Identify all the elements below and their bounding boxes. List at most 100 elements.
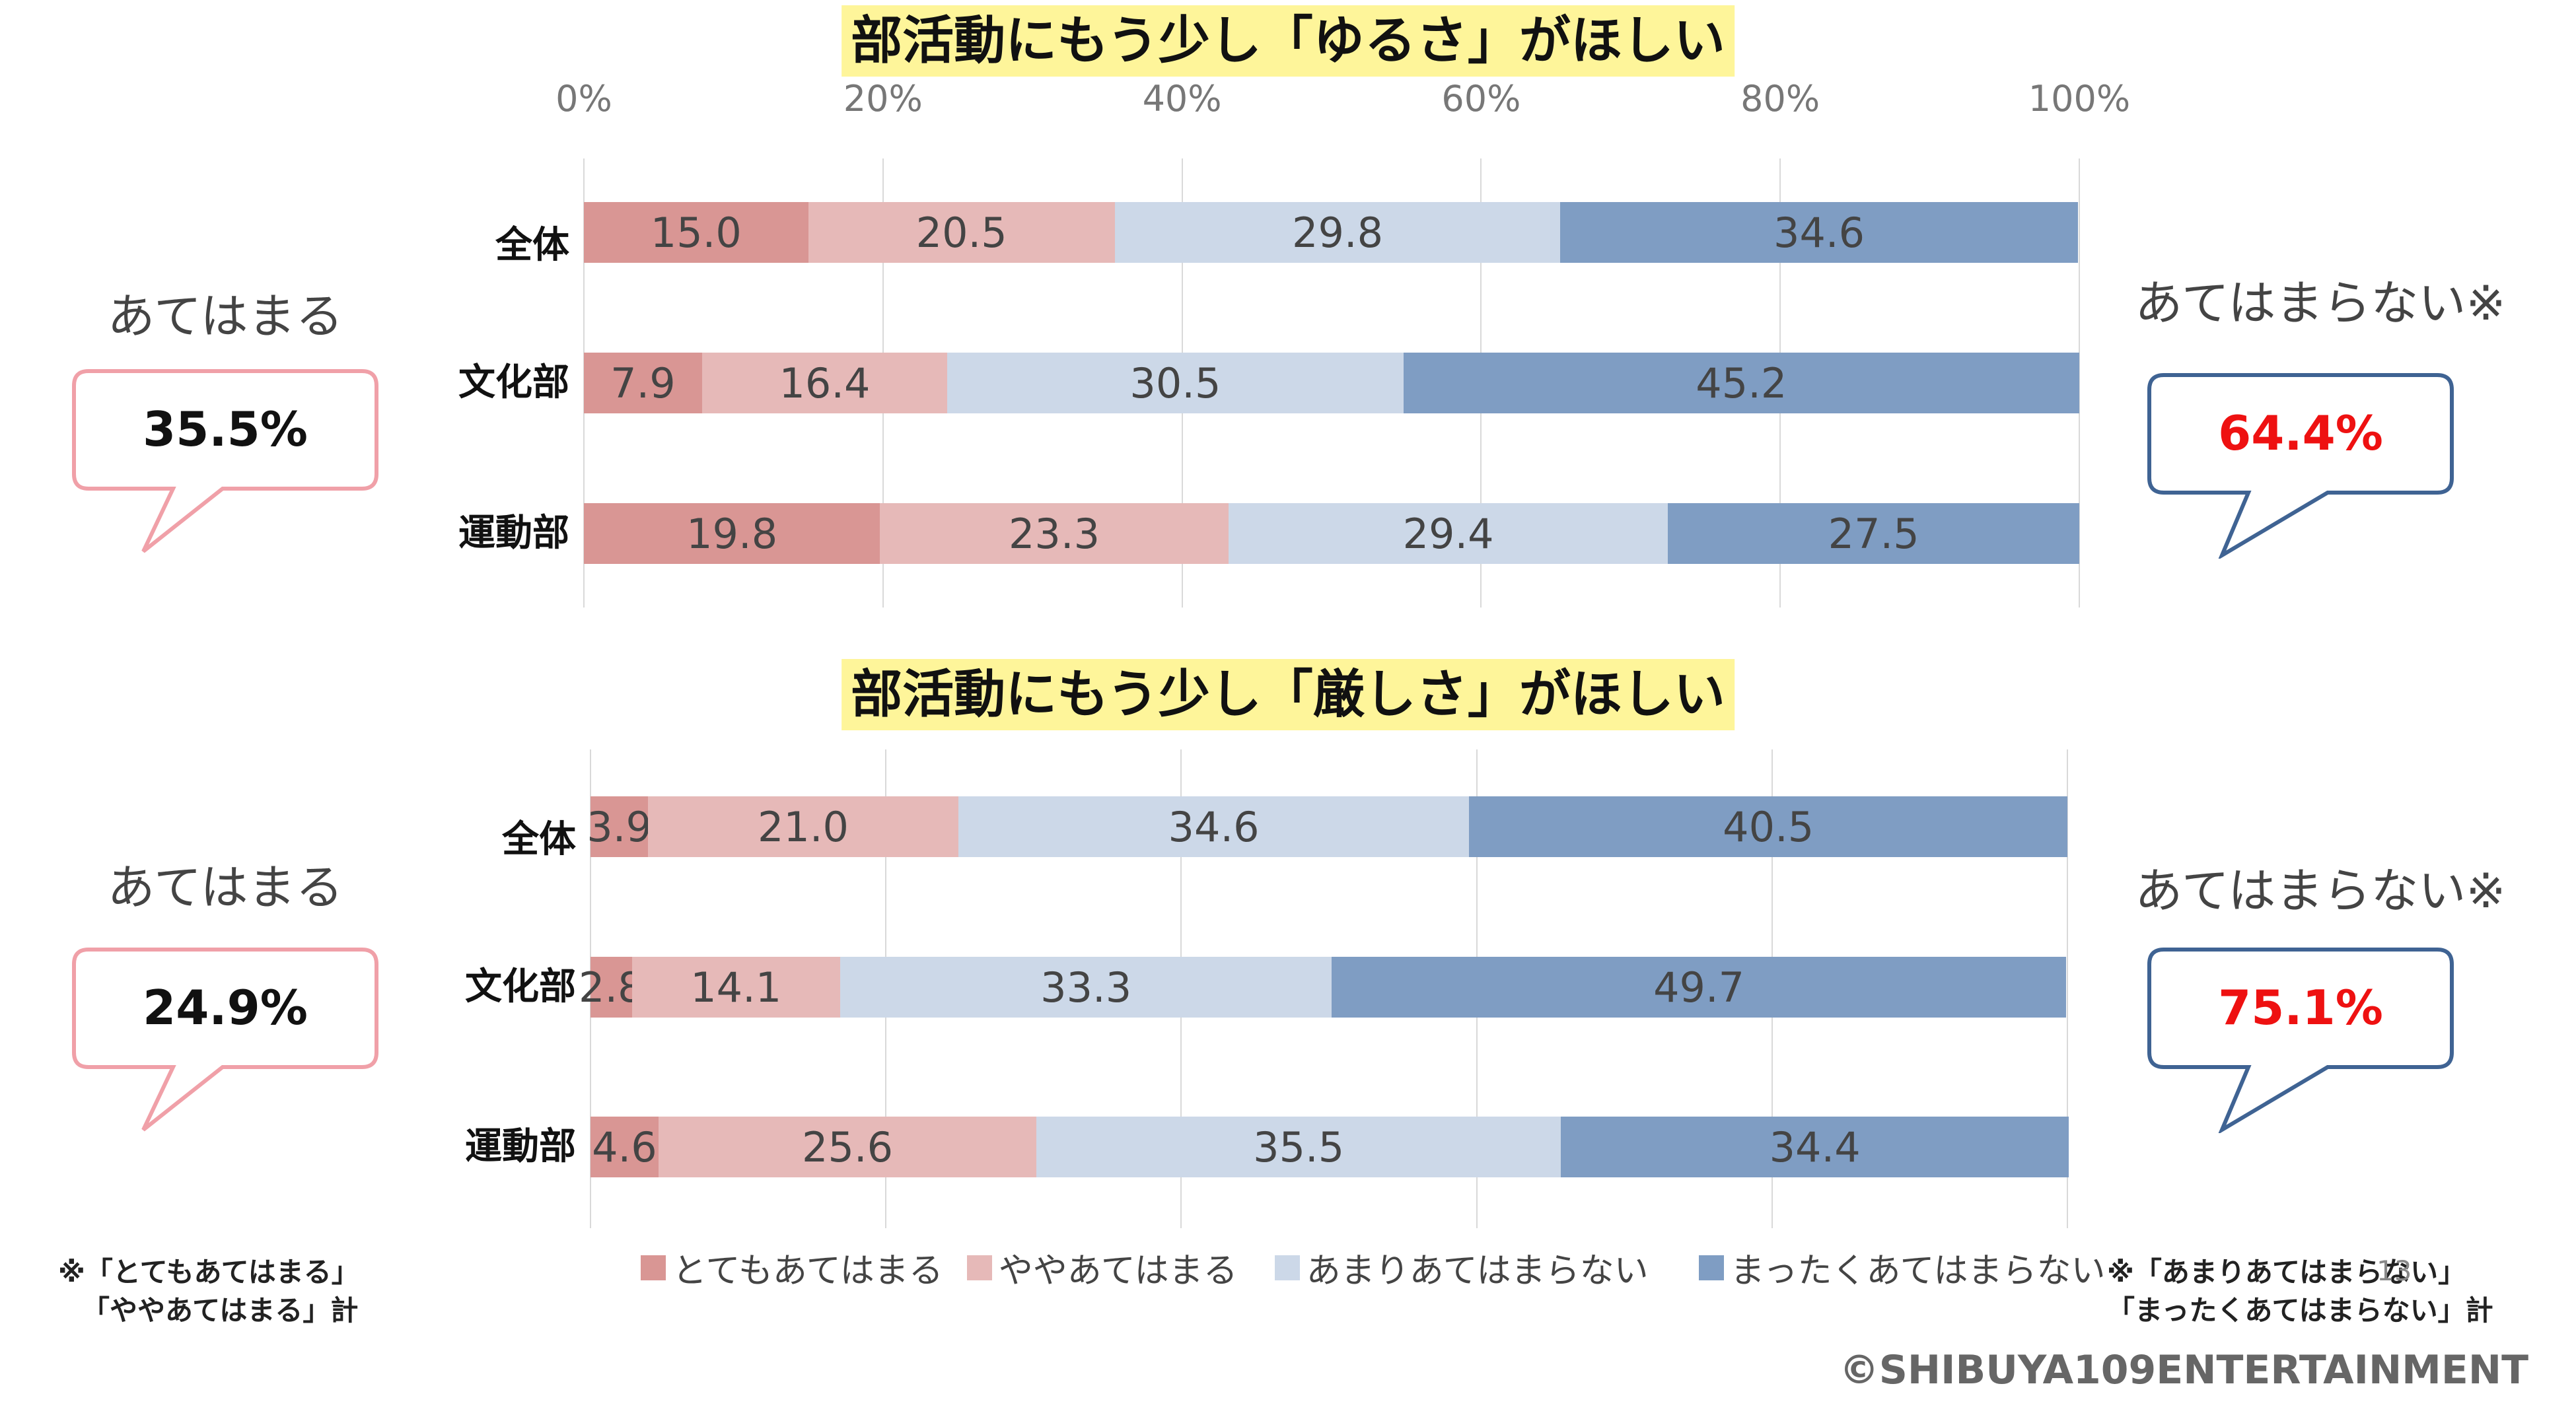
chart1-bar-very: 15.0: [584, 202, 808, 263]
chart1-tick-label: 80%: [1740, 78, 1820, 120]
chart2-bar-not-at-all: 40.5: [1469, 796, 2067, 857]
legend-label-somewhat: ややあてはまる: [998, 1251, 1238, 1291]
note-right: ※「あまりあてはまらない」 「まったくあてはまらない」計: [2107, 1253, 2493, 1330]
legend-swatch-not-much: [1274, 1255, 1300, 1280]
chart1-agree-label: あてはまる: [107, 289, 343, 344]
note-right-line1: ※「あまりあてはまらない」: [2107, 1256, 2466, 1288]
chart2-data-label: 14.1: [690, 963, 782, 1012]
chart1-data-label: 19.8: [686, 509, 778, 558]
chart2-agree-bubble: [72, 948, 378, 1132]
chart2-data-label: 3.9: [587, 802, 652, 851]
chart1-bar-not-at-all: 45.2: [1403, 353, 2079, 413]
chart1-data-label: 16.4: [779, 359, 871, 407]
page-number: 13: [2377, 1255, 2412, 1287]
chart2-bar-somewhat: 14.1: [631, 957, 840, 1018]
legend-item-not-at-all: まったくあてはまらない: [1698, 1243, 2106, 1292]
chart1-bar-not-much: 29.4: [1228, 503, 1668, 564]
chart2-agree-label: あてはまる: [107, 860, 343, 915]
legend-label-not-much: あまりあてはまらない: [1306, 1251, 1649, 1291]
chart1-data-label: 34.6: [1773, 208, 1865, 257]
chart1-agree-bubble-shape: [72, 369, 378, 553]
chart2-bar-very: 4.6: [590, 1117, 659, 1177]
chart1-data-label: 23.3: [1008, 509, 1100, 558]
chart2-data-label: 35.5: [1253, 1123, 1345, 1171]
chart2-bar-somewhat: 21.0: [648, 796, 958, 857]
legend-label-very: とてもあてはまる: [672, 1251, 943, 1291]
chart2-title: 部活動にもう少し「厳しさ」がほしい: [841, 659, 1735, 730]
chart2-bar-very: 2.8: [579, 957, 644, 1018]
chart1-bar-not-at-all: 27.5: [1668, 503, 2079, 564]
chart2-agree-bubble-shape: [72, 948, 378, 1132]
chart-yurusa: 部活動にもう少し「ゆるさ」がほしい 0% 20% 40% 60% 80% 100% 全体 15.…: [0, 0, 2576, 654]
chart1-gridline: [2079, 158, 2080, 607]
chart2-data-label: 49.7: [1653, 963, 1745, 1012]
legend-swatch-somewhat: [966, 1255, 992, 1280]
legend-swatch-not-at-all: [1698, 1255, 1724, 1280]
chart1-data-label: 15.0: [650, 208, 742, 257]
chart2-category-label: 文化部: [465, 965, 576, 1008]
chart1-bar-not-at-all: 34.6: [1560, 202, 2078, 263]
chart1-agree-value: 35.5%: [143, 401, 308, 457]
chart1-category-label: 運動部: [458, 512, 569, 555]
chart2-data-label: 4.6: [592, 1123, 657, 1171]
chart2-category-label: 運動部: [465, 1125, 576, 1168]
chart1-bar-somewhat: 16.4: [701, 353, 948, 413]
chart1-data-label: 29.4: [1402, 509, 1494, 558]
chart2-bar-not-much: 33.3: [840, 957, 1332, 1018]
chart1-data-label: 29.8: [1292, 208, 1384, 257]
chart1-title: 部活動にもう少し「ゆるさ」がほしい: [841, 5, 1735, 77]
chart1-bar-somewhat: 20.5: [808, 202, 1115, 263]
chart2-bar-somewhat: 25.6: [658, 1117, 1037, 1177]
chart2-data-label: 40.5: [1723, 802, 1814, 851]
chart1-tick-label: 100%: [2028, 78, 2131, 120]
chart2-disagree-value: 75.1%: [2218, 980, 2383, 1035]
chart2-disagree-bubble: [2147, 948, 2454, 1133]
chart2-data-label: 34.6: [1168, 802, 1260, 851]
note-left-line1: ※「とてもあてはまる」: [58, 1256, 359, 1288]
chart1-agree-bubble: [72, 369, 378, 553]
chart1-tick-label: 40%: [1142, 78, 1222, 120]
chart1-disagree-value: 64.4%: [2218, 405, 2383, 461]
chart-kibishisa: 部活動にもう少し「厳しさ」がほしい全体 3.9 21.0 34.6 40.5 文化部 2.8…: [0, 654, 2576, 1268]
note-left-line2: 「ややあてはまる」計: [82, 1294, 359, 1327]
copyright: ©SHIBUYA109ENTERTAINMENT: [1839, 1347, 2528, 1393]
legend-item-somewhat: ややあてはまる: [966, 1243, 1238, 1292]
chart1-tick-label: 20%: [843, 78, 923, 120]
chart2-data-label: 25.6: [802, 1123, 894, 1171]
legend-label-not-at-all: まったくあてはまらない: [1730, 1251, 2106, 1291]
chart1-data-label: 7.9: [610, 359, 676, 407]
chart1-category-label: 文化部: [458, 361, 569, 404]
chart1-bar-not-much: 29.8: [1114, 202, 1561, 263]
chart2-agree-value: 24.9%: [143, 980, 308, 1035]
chart1-data-label: 20.5: [915, 208, 1007, 257]
chart1-disagree-bubble-shape: [2147, 373, 2454, 559]
chart1-disagree-bubble: [2147, 373, 2454, 559]
chart2-bar-not-much: 34.6: [958, 796, 1470, 857]
chart2-data-label: 33.3: [1040, 963, 1132, 1012]
note-left: ※「とてもあてはまる」 「ややあてはまる」計: [58, 1253, 359, 1330]
chart1-bar-somewhat: 23.3: [880, 503, 1229, 564]
chart2-bar-not-at-all: 49.7: [1332, 957, 2066, 1018]
chart1-bar-very: 7.9: [584, 353, 702, 413]
chart1-bar-very: 19.8: [584, 503, 880, 564]
legend-item-not-much: あまりあてはまらない: [1274, 1243, 1649, 1292]
chart1-tick-label: 60%: [1441, 78, 1521, 120]
chart2-disagree-bubble-shape: [2147, 948, 2454, 1133]
chart1-bar-not-much: 30.5: [947, 353, 1404, 413]
note-right-line2: 「まったくあてはまらない」計: [2107, 1294, 2493, 1327]
chart1-data-label: 27.5: [1828, 509, 1919, 558]
chart2-data-label: 34.4: [1769, 1123, 1861, 1171]
chart2-bar-not-much: 35.5: [1036, 1117, 1561, 1177]
chart1-tick-label: 0%: [555, 78, 612, 120]
chart2-category-label: 全体: [502, 818, 576, 861]
chart2-gridline: [2067, 749, 2068, 1228]
chart1-data-label: 45.2: [1696, 359, 1787, 407]
chart2-bar-very: 3.9: [587, 796, 652, 857]
chart1-disagree-label: あてはまらない※: [2135, 275, 2506, 331]
chart1-data-label: 30.5: [1129, 359, 1221, 407]
chart2-bar-not-at-all: 34.4: [1561, 1117, 2069, 1177]
legend: とてもあてはまる ややあてはまる あまりあてはまらない まったくあてはまらない: [641, 1243, 2129, 1292]
chart1-category-label: 全体: [495, 224, 569, 267]
legend-swatch-very: [641, 1255, 666, 1280]
chart2-data-label: 21.0: [757, 802, 849, 851]
